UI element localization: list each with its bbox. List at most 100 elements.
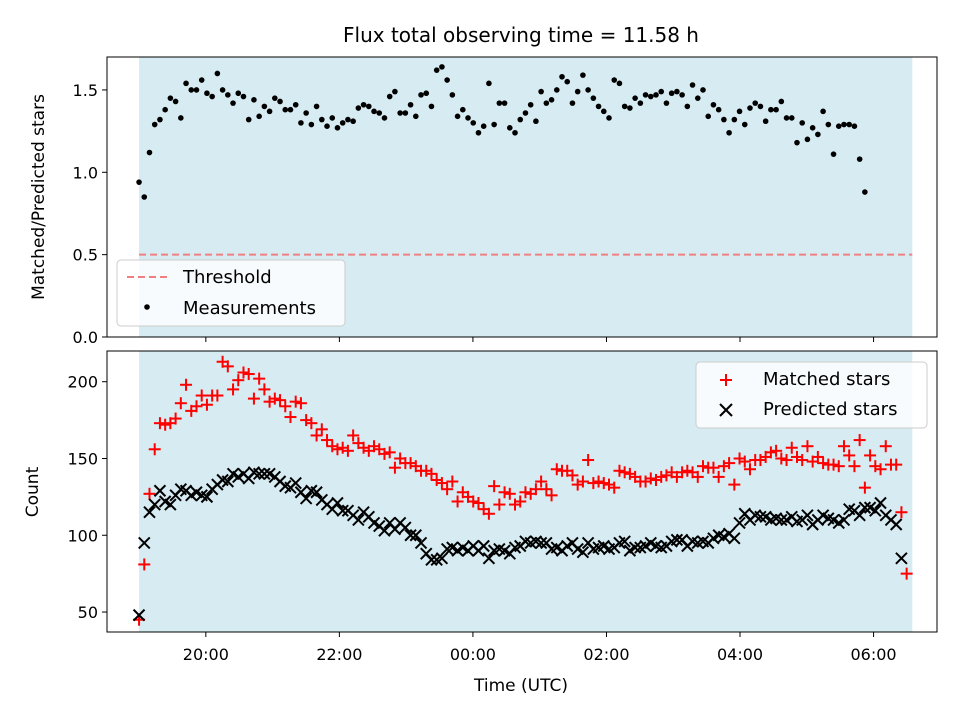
matched-star-point: [655, 470, 668, 483]
measurement-point: [574, 88, 581, 95]
matched-star-point: [289, 395, 302, 408]
matched-star-point: [608, 481, 621, 494]
matched-star-point: [493, 498, 506, 511]
measurement-point: [360, 101, 367, 108]
measurement-point: [580, 72, 586, 78]
matched-star-point: [310, 429, 323, 442]
measurement-point: [694, 95, 701, 101]
predicted-legend-label: Predicted stars: [763, 399, 897, 420]
matched-star-point: [592, 475, 605, 488]
predicted-star-point: [138, 536, 151, 550]
measurement-point: [721, 116, 727, 123]
bottom-legend-box: [695, 361, 928, 429]
bottom-y-ticks: 50 100 150 200: [67, 373, 107, 622]
matched-star-point: [237, 366, 250, 379]
measurement-point: [319, 116, 325, 123]
measurement-point: [548, 97, 555, 103]
measurement-point: [506, 125, 513, 131]
xtick-label: 20:00: [183, 645, 229, 664]
predicted-star-point: [221, 475, 235, 488]
top-y-ticks: 0.0 0.5 1.0 1.5: [73, 81, 107, 347]
matched-star-point: [143, 487, 156, 500]
matched-star-point: [618, 466, 631, 479]
matched-star-point: [764, 446, 777, 459]
measurement-point: [621, 103, 628, 110]
measurement-point: [569, 100, 576, 106]
matched-star-point: [482, 507, 495, 520]
measurement-point: [475, 129, 482, 136]
measurement-point: [423, 90, 430, 97]
measurement-point: [815, 131, 821, 138]
predicted-star-point: [837, 513, 851, 527]
predicted-star-point: [858, 501, 872, 514]
top-ytick-label: 1.5: [73, 81, 98, 100]
predicted-star-point: [164, 498, 177, 511]
measurement-point: [611, 77, 618, 83]
measurement-point: [444, 77, 450, 83]
matched-legend-swatch: [720, 374, 732, 386]
matched-star-point: [435, 477, 448, 490]
measurement-point: [355, 105, 362, 111]
measurement-point: [820, 108, 826, 115]
predicted-star-point: [775, 513, 788, 527]
top-ytick-label: 0.5: [73, 246, 98, 265]
measurement-point: [303, 110, 309, 116]
predicted-star-point: [399, 521, 412, 534]
measurement-point: [350, 118, 356, 125]
measurement-point: [256, 113, 262, 120]
measurement-point: [757, 103, 764, 110]
measurement-point: [684, 103, 691, 110]
predicted-star-point: [801, 509, 814, 522]
matched-star-point: [780, 454, 793, 467]
matched-star-point: [227, 383, 240, 396]
measurement-point: [726, 129, 732, 136]
measurement-point: [663, 100, 670, 106]
measurement-point: [418, 92, 424, 98]
top-ytick-label: 1.0: [73, 163, 98, 182]
measurement-point: [141, 194, 148, 200]
x-axis-label: Time (UTC): [473, 676, 568, 696]
xtick-label: 22:00: [316, 645, 362, 664]
matched-star-point: [294, 397, 307, 410]
measurement-point: [272, 95, 278, 101]
measurement-point: [809, 125, 816, 131]
matched-star-point: [347, 429, 360, 442]
xtick-label: 04:00: [717, 645, 763, 664]
matched-star-point: [801, 440, 814, 453]
measurement-point: [245, 116, 252, 123]
matched-star-point: [853, 434, 866, 447]
matched-star-point: [712, 470, 725, 483]
measurement-point: [590, 95, 597, 101]
measurement-point: [543, 100, 550, 106]
predicted-star-point: [874, 496, 887, 510]
predicted-star-point: [153, 484, 167, 497]
matched-star-point: [472, 497, 485, 510]
measurement-point: [501, 100, 508, 106]
predicted-star-point: [200, 490, 214, 504]
predicted-star-point: [576, 545, 590, 559]
measurement-point: [783, 115, 790, 121]
matched-star-point: [535, 475, 548, 488]
measurement-point: [282, 106, 289, 113]
matched-star-point: [388, 461, 401, 474]
matched-star-point: [268, 392, 281, 405]
predicted-star-point: [853, 509, 866, 522]
measurement-point: [527, 101, 534, 108]
matched-star-point: [315, 423, 328, 436]
matched-star-point: [728, 478, 741, 491]
measurement-point: [668, 90, 675, 97]
measurement-point: [600, 108, 607, 115]
predicted-star-point: [628, 541, 642, 554]
predicted-star-point: [477, 539, 490, 553]
top-x-ticks: [205, 337, 875, 342]
measurement-point: [762, 118, 769, 125]
measurement-point: [710, 101, 717, 108]
matched-star-point: [529, 483, 542, 496]
predicted-star-point: [331, 496, 344, 510]
matched-star-point: [195, 389, 208, 402]
measurement-point: [564, 78, 571, 85]
xtick-label: 00:00: [450, 645, 496, 664]
measurement-point: [308, 121, 315, 128]
matched-star-point: [890, 458, 903, 471]
matched-star-point: [488, 480, 501, 493]
